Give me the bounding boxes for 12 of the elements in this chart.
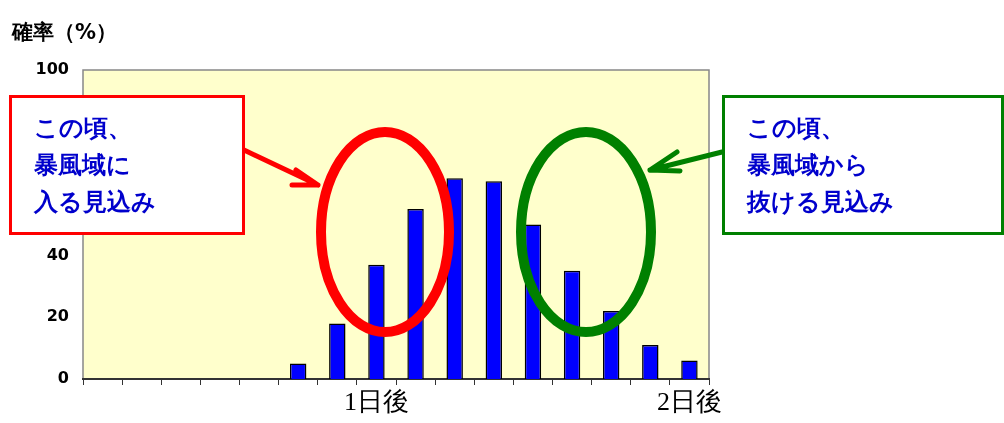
annotation: この頃、 xyxy=(34,113,133,144)
x-tick-label: 2日後 xyxy=(656,387,722,417)
y-axis-title: 確率（%） xyxy=(11,20,118,45)
y-tick-label: 100 xyxy=(35,59,69,79)
y-tick-label: 20 xyxy=(46,306,69,326)
annotation: 入る見込み xyxy=(34,187,157,218)
y-tick-label: 0 xyxy=(57,368,69,388)
annotation: 暴風域に xyxy=(34,150,132,181)
callout-box: この頃、 暴風域から 抜ける見込み xyxy=(722,95,1004,235)
y-tick-label: 40 xyxy=(46,244,69,264)
x-tick-label: 1日後 xyxy=(343,387,409,417)
callout-box: この頃、 暴風域に 入る見込み xyxy=(9,95,245,235)
